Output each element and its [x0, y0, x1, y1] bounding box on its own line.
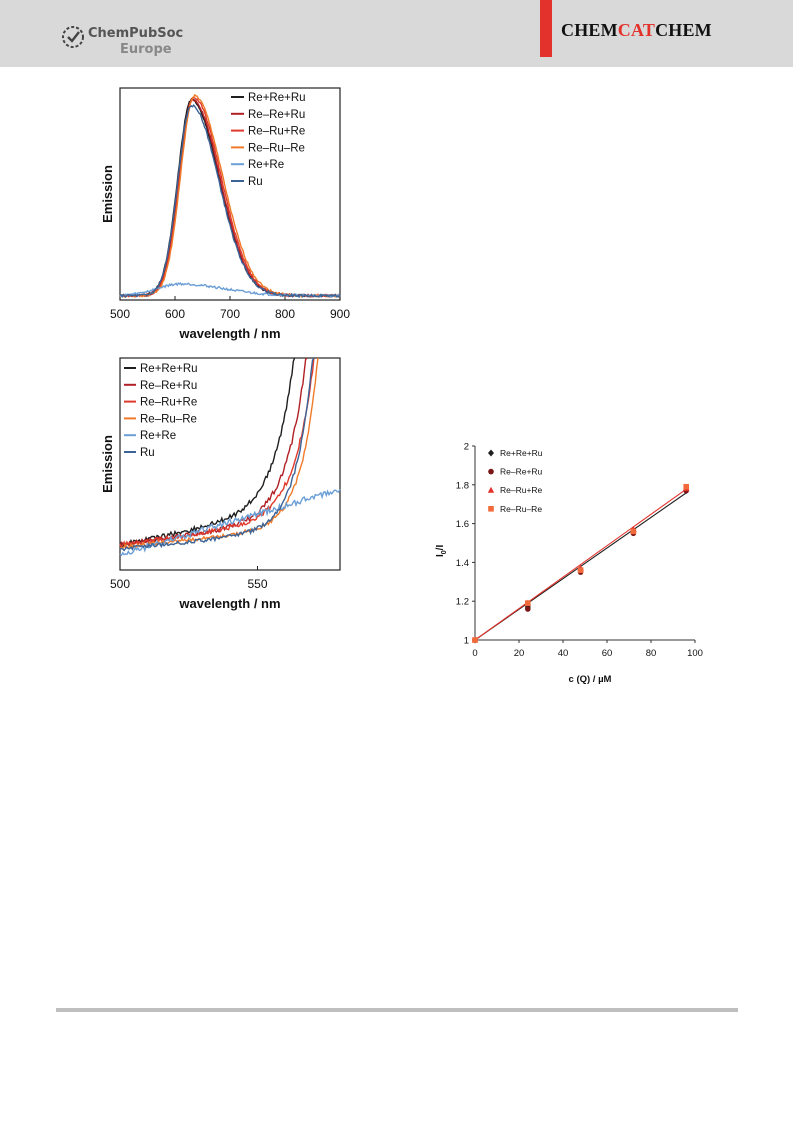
x-tick-label: 500	[110, 577, 130, 591]
data-point	[577, 567, 584, 573]
y-tick-label: 1.2	[456, 597, 469, 608]
x-tick-label: 500	[110, 307, 130, 321]
publisher-name: ChemPubSoc	[88, 26, 184, 41]
fit-line	[474, 488, 687, 641]
x-tick-label: 20	[514, 648, 525, 659]
spectrum-line	[120, 104, 341, 299]
legend-label: Re–Ru+Re	[500, 485, 543, 495]
legend-label: Re+Re+Ru	[248, 92, 306, 104]
data-point	[525, 600, 531, 606]
spectrum-onset-line	[119, 357, 296, 549]
y-axis-label-main: I	[435, 554, 446, 557]
legend-marker	[488, 468, 494, 475]
x-tick-label: 60	[602, 648, 613, 659]
y-tick-label: 1.8	[456, 480, 469, 491]
chempubsoc-logo: ChemPubSoc Europe	[60, 22, 190, 58]
legend-marker	[487, 486, 495, 493]
data-point	[472, 637, 478, 643]
x-axis-label: c (Q) / µM	[569, 674, 612, 685]
legend-label: Re–Ru–Re	[248, 142, 305, 154]
legend-label: Re–Re+Ru	[140, 380, 197, 392]
y-axis-label: Emission	[100, 435, 115, 493]
legend-label: Re+Re+Ru	[500, 448, 543, 458]
x-tick-label: 550	[247, 577, 267, 591]
page-header: ChemPubSoc Europe CHEMCATCHEM	[0, 0, 793, 67]
x-axis-label: wavelength / nm	[178, 326, 280, 341]
spectrum-line	[119, 93, 341, 298]
plot-frame	[119, 357, 341, 571]
x-tick-label: 800	[275, 307, 295, 321]
x-tick-label: 100	[687, 648, 703, 659]
y-tick-label: 1	[464, 636, 469, 647]
legend-label: Re–Ru–Re	[140, 413, 197, 425]
data-point	[630, 528, 637, 535]
spectrum-line	[119, 96, 341, 298]
legend-label: Re–Re+Ru	[248, 109, 305, 121]
y-axis-label-tail: /I	[435, 545, 446, 551]
legend-label: Re–Ru+Re	[248, 126, 305, 138]
x-tick-label: 40	[558, 648, 569, 659]
journal-title: CHEMCATCHEM	[561, 20, 712, 41]
journal-title-part1: CHEM	[561, 20, 618, 40]
y-axis-label-subscript: 0	[441, 550, 448, 554]
journal-title-part2: CAT	[617, 20, 656, 40]
spectrum-onset-line	[119, 488, 341, 557]
x-axis-label: wavelength / nm	[178, 596, 280, 611]
legend-label: Re–Ru–Re	[500, 504, 542, 514]
x-tick-label: 600	[165, 307, 185, 321]
spectrum-line	[119, 98, 341, 298]
y-axis-label: Emission	[100, 165, 115, 223]
legend-label: Re–Ru+Re	[140, 397, 197, 409]
spectrum-onset-line	[119, 357, 315, 550]
x-tick-label: 700	[220, 307, 240, 321]
footer-divider	[56, 1008, 738, 1012]
x-tick-label: 80	[646, 648, 657, 659]
legend-label: Re+Re	[248, 159, 284, 171]
legend-marker	[488, 449, 494, 457]
journal-title-part3: CHEM	[655, 20, 712, 40]
legend-label: Re+Re+Ru	[140, 363, 198, 375]
legend-label: Ru	[248, 176, 263, 188]
y-tick-label: 2	[464, 442, 469, 453]
spectrum-onset-line	[119, 357, 315, 552]
legend-marker	[488, 506, 494, 512]
y-tick-label: 1.4	[456, 558, 469, 569]
y-tick-label: 1.6	[456, 519, 469, 530]
x-tick-label: 0	[472, 648, 477, 659]
data-point	[683, 483, 689, 490]
x-tick-label: 900	[330, 307, 350, 321]
journal-accent-bar	[540, 0, 552, 57]
legend-label: Ru	[140, 447, 155, 459]
legend-label: Re+Re	[140, 430, 176, 442]
y-axis-label: I0/I	[435, 545, 448, 557]
legend-label: Re–Re+Ru	[500, 467, 543, 477]
data-point	[525, 606, 531, 612]
spectrum-line	[119, 98, 341, 298]
publisher-region: Europe	[120, 42, 172, 57]
plot-frame	[119, 87, 341, 301]
chempubsoc-emblem-icon	[62, 26, 84, 48]
